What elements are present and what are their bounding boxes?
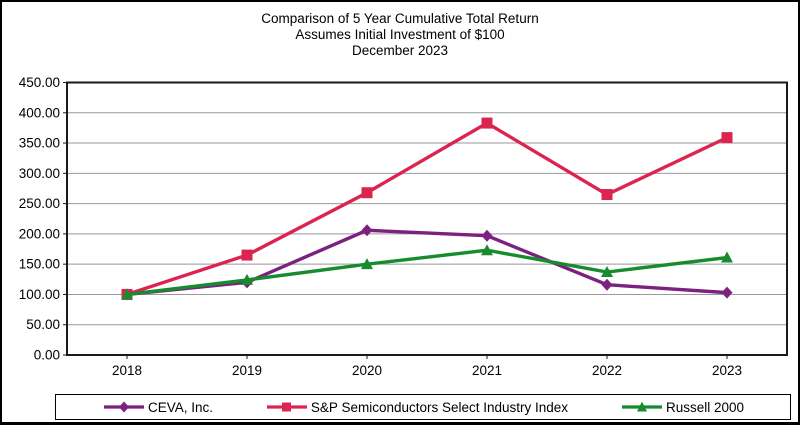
- legend-label-russell-2000: Russell 2000: [665, 399, 744, 415]
- y-axis-label: 400.00: [19, 105, 60, 120]
- y-axis-label: 450.00: [19, 75, 60, 90]
- y-axis-label: 200.00: [19, 226, 60, 241]
- data-point-marker: [361, 187, 373, 199]
- data-point-marker: [121, 288, 133, 300]
- x-axis-label: 2023: [712, 363, 742, 378]
- diamond-marker-icon: [104, 401, 144, 413]
- data-point-marker: [481, 117, 493, 129]
- x-axis-label: 2018: [112, 363, 142, 378]
- y-axis-label: 350.00: [19, 136, 60, 151]
- series-line: [126, 248, 728, 297]
- legend-marker-shape: [281, 402, 291, 412]
- x-axis-label: 2022: [592, 363, 622, 378]
- chart-title-line-1: Comparison of 5 Year Cumulative Total Re…: [261, 11, 539, 26]
- data-point-marker: [601, 189, 613, 201]
- chart-legend: CEVA, Inc. S&P Semiconductors Select Ind…: [55, 394, 791, 420]
- data-point-marker: [721, 251, 733, 263]
- legend-marker-shape: [119, 401, 129, 413]
- y-axis-label: 50.00: [26, 317, 60, 332]
- triangle-marker-icon: [621, 401, 662, 412]
- y-axis-label: 250.00: [19, 196, 60, 211]
- legend-marker-shape: [636, 401, 647, 412]
- series-russell-2000: [121, 244, 733, 300]
- chart-title-line-2: Assumes Initial Investment of $100: [295, 27, 505, 42]
- square-marker-icon: [266, 402, 307, 412]
- data-point-marker: [721, 132, 733, 144]
- y-axis-label: 100.00: [19, 287, 60, 302]
- data-point-marker: [601, 278, 613, 291]
- legend-item-russell-2000: Russell 2000: [620, 400, 744, 415]
- y-axis-label: 300.00: [19, 166, 60, 181]
- data-point-marker: [241, 273, 253, 285]
- series-line: [126, 121, 728, 297]
- series-ceva-inc: [121, 224, 733, 301]
- data-point-marker: [481, 244, 493, 256]
- x-axis-label: 2021: [472, 363, 502, 378]
- chart-title-line-3: December 2023: [351, 43, 449, 58]
- chart-title: Comparison of 5 Year Cumulative Total Re…: [2, 11, 798, 59]
- x-axis-label: 2019: [232, 363, 262, 378]
- series-line: [126, 228, 728, 297]
- data-point-marker: [361, 258, 373, 270]
- data-point-marker: [601, 266, 613, 278]
- data-point-marker: [481, 229, 493, 242]
- data-point-marker: [361, 224, 373, 237]
- series-s-p-semiconductors-select-industry-index: [121, 117, 733, 300]
- data-point-marker: [721, 286, 733, 299]
- legend-label-ceva: CEVA, Inc.: [148, 399, 214, 415]
- legend-label-sp-semiconductors: S&P Semiconductors Select Industry Index: [310, 399, 569, 415]
- legend-item-sp-semiconductors: S&P Semiconductors Select Industry Index: [265, 400, 568, 415]
- data-point-marker: [241, 249, 253, 261]
- plot-frame: [66, 81, 788, 356]
- y-axis-label: 150.00: [19, 257, 60, 272]
- y-axis-label: 0.00: [34, 348, 60, 363]
- x-axis-label: 2020: [352, 363, 382, 378]
- legend-item-ceva: CEVA, Inc.: [102, 400, 213, 415]
